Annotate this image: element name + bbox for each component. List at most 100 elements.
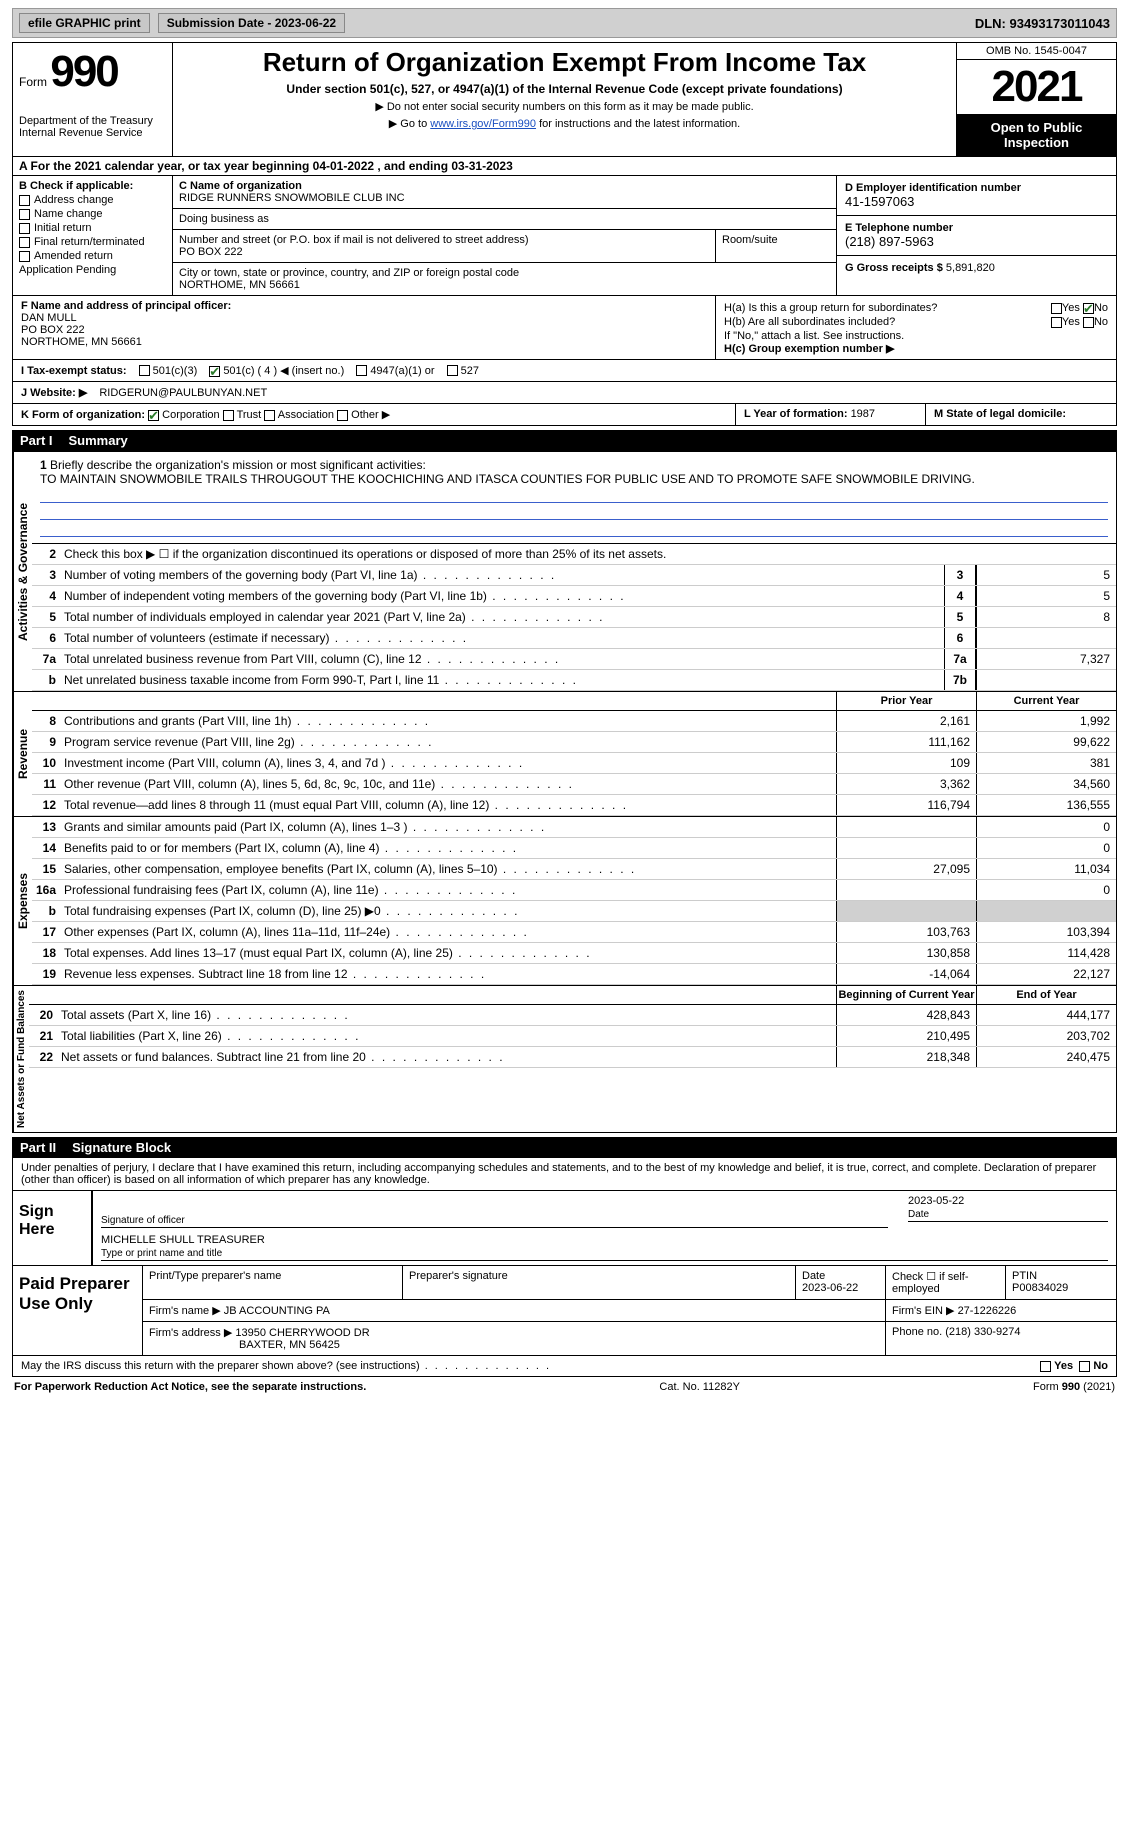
4947-checkbox[interactable] (356, 365, 367, 376)
current-year-header: Current Year (976, 692, 1116, 710)
city-label: City or town, state or province, country… (179, 267, 830, 279)
line-desc: Net unrelated business taxable income fr… (60, 670, 944, 690)
current-value: 444,177 (976, 1005, 1116, 1025)
begin-year-header: Beginning of Current Year (836, 986, 976, 1004)
other-checkbox[interactable] (337, 410, 348, 421)
ssn-note: ▶ Do not enter social security numbers o… (181, 100, 948, 113)
prior-value: 103,763 (836, 922, 976, 942)
firm-ein: 27-1226226 (958, 1305, 1017, 1317)
ha-label: H(a) Is this a group return for subordin… (724, 302, 937, 314)
officer-street: PO BOX 222 (21, 324, 707, 336)
line-desc: Number of voting members of the governin… (60, 565, 944, 585)
form-title: Return of Organization Exempt From Incom… (181, 47, 948, 78)
discuss-question: May the IRS discuss this return with the… (21, 1360, 551, 1372)
501c3-checkbox[interactable] (139, 365, 150, 376)
current-value: 0 (976, 817, 1116, 837)
line-desc: Other revenue (Part VIII, column (A), li… (60, 774, 836, 794)
prior-value (836, 880, 976, 900)
org-name-label: C Name of organization (179, 180, 830, 192)
line-desc: Total fundraising expenses (Part IX, col… (60, 901, 836, 921)
current-value: 99,622 (976, 732, 1116, 752)
sig-officer-label: Signature of officer (101, 1213, 888, 1228)
ptin-value: P00834029 (1012, 1282, 1068, 1294)
website-value: RIDGERUN@PAULBUNYAN.NET (99, 387, 267, 399)
line-desc: Total assets (Part X, line 16) (57, 1005, 836, 1025)
line-value: 8 (976, 607, 1116, 627)
assoc-checkbox[interactable] (264, 410, 275, 421)
officer-name: DAN MULL (21, 312, 707, 324)
ein-label: D Employer identification number (845, 182, 1021, 194)
prior-year-header: Prior Year (836, 692, 976, 710)
prep-date: 2023-06-22 (802, 1282, 858, 1294)
line-desc: Salaries, other compensation, employee b… (60, 859, 836, 879)
prior-value: 27,095 (836, 859, 976, 879)
trust-checkbox[interactable] (223, 410, 234, 421)
prep-name-label: Print/Type preparer's name (143, 1266, 403, 1299)
tax-year: 2021 (957, 60, 1116, 114)
firm-name: JB ACCOUNTING PA (224, 1305, 330, 1317)
line-value: 7,327 (976, 649, 1116, 669)
section-a-tax-year: A For the 2021 calendar year, or tax yea… (12, 157, 1117, 176)
ein-value: 41-1597063 (845, 194, 914, 209)
sig-date: 2023-05-22 (908, 1195, 1108, 1207)
efile-print-button[interactable]: efile GRAPHIC print (19, 13, 150, 33)
hb-no-checkbox[interactable] (1083, 317, 1094, 328)
org-name: RIDGE RUNNERS SNOWMOBILE CLUB INC (179, 192, 405, 204)
ha-yes-checkbox[interactable] (1051, 303, 1062, 314)
checkbox-initial-return[interactable] (19, 223, 30, 234)
line-value (976, 670, 1116, 690)
discuss-yes-checkbox[interactable] (1040, 1361, 1051, 1372)
net-assets-label: Net Assets or Fund Balances (13, 986, 29, 1132)
current-value: 136,555 (976, 795, 1116, 815)
checkbox-amended[interactable] (19, 251, 30, 262)
prep-sig-label: Preparer's signature (403, 1266, 796, 1299)
dba-label: Doing business as (179, 213, 830, 225)
mission-text: TO MAINTAIN SNOWMOBILE TRAILS THROUGOUT … (40, 472, 1108, 486)
officer-label: F Name and address of principal officer: (21, 300, 707, 312)
irs-link[interactable]: www.irs.gov/Form990 (430, 118, 536, 130)
section-b-checkboxes: B Check if applicable: Address change Na… (13, 176, 173, 295)
checkbox-final-return[interactable] (19, 237, 30, 248)
gross-label: G Gross receipts $ (845, 262, 946, 274)
current-value: 34,560 (976, 774, 1116, 794)
prior-value: 3,362 (836, 774, 976, 794)
current-value: 11,034 (976, 859, 1116, 879)
current-value: 22,127 (976, 964, 1116, 984)
ha-no-checkbox[interactable] (1083, 303, 1094, 314)
prior-value: 210,495 (836, 1026, 976, 1046)
discuss-no-checkbox[interactable] (1079, 1361, 1090, 1372)
line-value: 5 (976, 565, 1116, 585)
line2-text: Check this box ▶ ☐ if the organization d… (60, 544, 1116, 564)
current-value: 381 (976, 753, 1116, 773)
open-to-public: Open to Public Inspection (957, 114, 1116, 156)
line-desc: Total expenses. Add lines 13–17 (must eq… (60, 943, 836, 963)
current-value: 203,702 (976, 1026, 1116, 1046)
checkbox-name-change[interactable] (19, 209, 30, 220)
501c-checkbox[interactable] (209, 366, 220, 377)
corp-checkbox[interactable] (148, 410, 159, 421)
line-value (976, 628, 1116, 648)
prior-value (836, 838, 976, 858)
line-desc: Other expenses (Part IX, column (A), lin… (60, 922, 836, 942)
firm-addr2: BAXTER, MN 56425 (239, 1339, 340, 1351)
hb-note: If "No," attach a list. See instructions… (724, 330, 1108, 342)
hb-yes-checkbox[interactable] (1051, 317, 1062, 328)
irs-label: Internal Revenue Service (19, 127, 166, 139)
line-desc: Benefits paid to or for members (Part IX… (60, 838, 836, 858)
top-toolbar: efile GRAPHIC print Submission Date - 20… (12, 8, 1117, 38)
typed-name: MICHELLE SHULL TREASURER (101, 1234, 1108, 1246)
firm-addr1: 13950 CHERRYWOOD DR (235, 1327, 369, 1339)
dept-treasury: Department of the Treasury (19, 115, 166, 127)
part-i-header: Part ISummary (12, 430, 1117, 451)
penalty-text: Under penalties of perjury, I declare th… (13, 1158, 1116, 1191)
prior-value: 428,843 (836, 1005, 976, 1025)
527-checkbox[interactable] (447, 365, 458, 376)
line-desc: Program service revenue (Part VIII, line… (60, 732, 836, 752)
line-desc: Professional fundraising fees (Part IX, … (60, 880, 836, 900)
checkbox-address-change[interactable] (19, 195, 30, 206)
form-header: Form 990 Department of the Treasury Inte… (12, 42, 1117, 157)
activities-governance-label: Activities & Governance (13, 452, 32, 691)
form-number: 990 (50, 47, 117, 96)
omb-number: OMB No. 1545-0047 (957, 43, 1116, 60)
submission-date-button[interactable]: Submission Date - 2023-06-22 (158, 13, 345, 33)
